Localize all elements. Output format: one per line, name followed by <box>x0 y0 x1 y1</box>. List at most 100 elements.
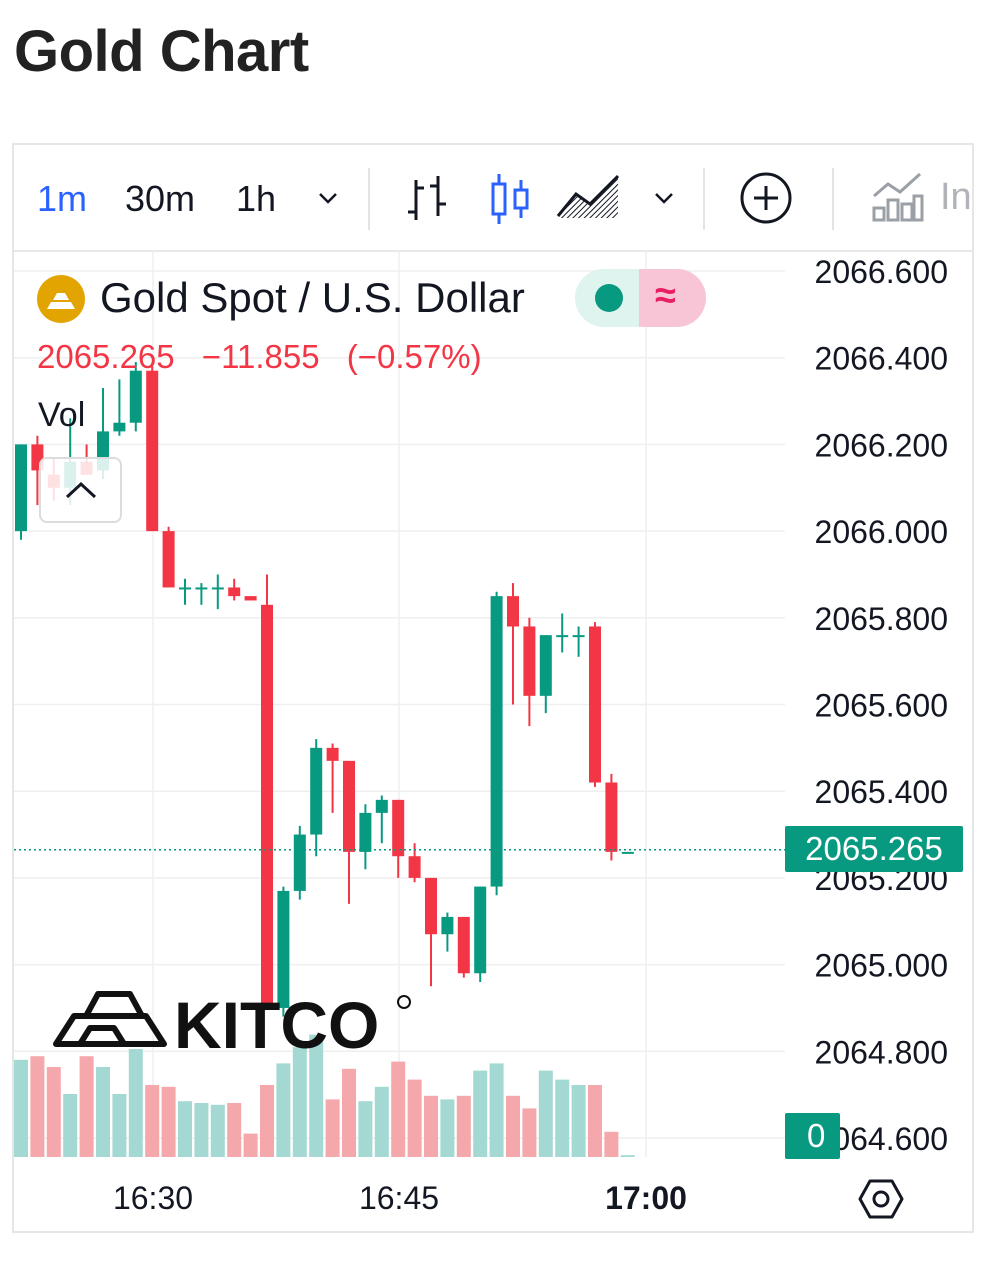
candle-body <box>507 596 519 627</box>
collapse-legend-button[interactable] <box>39 457 122 523</box>
candle <box>211 574 224 610</box>
candle-body <box>539 635 552 696</box>
gold-symbol-icon <box>37 275 85 323</box>
candle-body <box>408 856 421 878</box>
settings-gear-icon[interactable] <box>858 1178 904 1220</box>
volume-bar <box>260 1085 274 1157</box>
candle-body <box>572 635 585 638</box>
candle <box>572 626 585 657</box>
price-tick-label: 2065.400 <box>815 774 948 810</box>
candle-body <box>113 422 126 432</box>
toolbar-divider <box>368 168 370 230</box>
chevron-down-icon[interactable] <box>650 184 678 212</box>
price-tick-label: 2066.600 <box>815 254 948 290</box>
volume-bar <box>227 1103 242 1157</box>
candle <box>621 851 634 854</box>
volume-bar <box>555 1079 570 1157</box>
candle-body <box>589 626 601 783</box>
candle-body <box>359 812 372 852</box>
candle <box>425 877 437 987</box>
volume-bar <box>276 1063 291 1157</box>
price-tick-label: 2065.600 <box>815 688 948 724</box>
candle <box>490 591 503 896</box>
candle-body <box>425 877 437 935</box>
candle-body <box>228 587 241 597</box>
candles-icon[interactable] <box>487 170 535 228</box>
timeframe-1h-button[interactable]: 1h <box>236 178 277 219</box>
candle-series <box>15 362 634 1017</box>
volume-bar <box>79 1056 94 1157</box>
candle <box>195 583 208 605</box>
volume-bar <box>473 1070 488 1157</box>
candle-body <box>326 747 339 761</box>
candle <box>146 366 159 532</box>
volume-bar <box>440 1099 455 1157</box>
volume-bar <box>571 1085 586 1157</box>
volume-bar <box>325 1099 340 1157</box>
volume-bar <box>243 1133 258 1157</box>
volume-bar <box>358 1101 373 1157</box>
volume-bar <box>538 1070 553 1157</box>
price-tick-label: 2064.800 <box>815 1034 948 1070</box>
volume-bar <box>161 1086 176 1157</box>
indicators-icon[interactable] <box>870 170 926 224</box>
volume-bar <box>145 1085 160 1157</box>
candle-body <box>375 799 388 813</box>
candle <box>457 916 470 978</box>
price-tick-label: 2066.000 <box>815 514 948 550</box>
price-axis: 2066.600 2066.400 2066.200 2066.000 2065.800… <box>815 254 948 1157</box>
volume-bar <box>588 1085 602 1157</box>
chevron-down-icon[interactable] <box>314 184 342 212</box>
volume-bar <box>178 1101 192 1157</box>
candle <box>605 773 618 861</box>
indicators-label[interactable]: In <box>940 176 972 218</box>
candle <box>589 622 601 787</box>
candle-body <box>277 890 290 1008</box>
chart-widget <box>12 143 974 1233</box>
timeframe-1m-button[interactable]: 1m <box>37 178 88 219</box>
candle-body <box>441 916 454 935</box>
toolbar-divider <box>703 168 705 230</box>
symbol-name[interactable]: Gold Spot / U.S. Dollar <box>100 274 525 321</box>
candle <box>359 804 372 870</box>
candle-body <box>195 587 208 590</box>
candle-body <box>310 747 323 835</box>
candle <box>228 578 241 601</box>
candle-body <box>211 587 224 590</box>
toolbar-divider <box>832 168 834 230</box>
market-status-toggle[interactable]: ≈ <box>575 269 706 327</box>
candle <box>179 578 191 605</box>
bar-chart-icon[interactable] <box>402 172 456 226</box>
candle-body <box>605 782 618 852</box>
chevron-up-icon <box>65 481 97 499</box>
area-chart-icon[interactable] <box>556 172 622 222</box>
timeframe-30m-button[interactable]: 30m <box>125 178 196 219</box>
volume-bar <box>128 1049 143 1157</box>
volume-bar <box>424 1095 438 1157</box>
volume-bar <box>112 1094 127 1157</box>
volume-bar <box>391 1061 406 1157</box>
candle <box>113 379 126 436</box>
volume-bar <box>456 1095 471 1157</box>
volume-bar <box>96 1067 110 1157</box>
volume-bar <box>604 1131 619 1157</box>
candle-body <box>129 370 142 423</box>
candle <box>244 596 257 601</box>
candle-body <box>261 604 273 1008</box>
candle-body <box>15 444 27 532</box>
chart-toolbar <box>14 146 972 252</box>
time-tick-label: 16:45 <box>359 1180 439 1216</box>
candle <box>523 617 536 727</box>
candle <box>507 583 519 705</box>
add-plus-icon[interactable] <box>738 170 794 226</box>
approx-wave-icon: ≈ <box>655 275 676 317</box>
candle <box>441 912 454 952</box>
candle-body <box>244 596 257 601</box>
price-tick-label: 2065.000 <box>815 948 948 984</box>
candle-body <box>179 587 191 590</box>
candle <box>293 825 306 900</box>
volume-bar <box>374 1086 389 1157</box>
volume-bar <box>14 1059 28 1157</box>
price-change-pct: (−0.57%) <box>346 338 482 375</box>
